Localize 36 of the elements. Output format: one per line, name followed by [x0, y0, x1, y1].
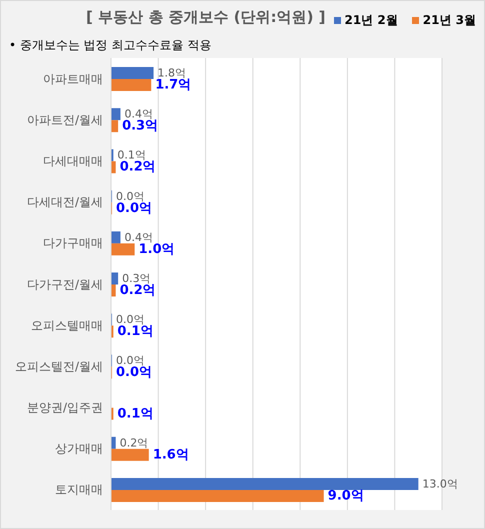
data-label: 13.0억: [422, 477, 458, 490]
legend-label: 21년 3월: [422, 12, 476, 29]
data-label: 0.1억: [117, 324, 154, 340]
y-tick-label: 다세대전/월세: [26, 195, 103, 210]
data-label: 0.3억: [122, 272, 151, 285]
legend-label: 21년 2월: [344, 12, 398, 29]
y-tick-label: 오피스텔매매: [31, 318, 103, 332]
data-label: 1.0억: [138, 242, 175, 257]
data-label: 0.3억: [122, 118, 158, 134]
data-label: 9.0억: [328, 488, 364, 504]
y-tick-label: 토지매매: [55, 482, 103, 497]
data-label: 0.0억: [116, 365, 152, 380]
y-tick-label: 다세대매매: [43, 154, 103, 168]
chart-title: [ 부동산 총 중개보수 (단위:억원) ]: [86, 8, 326, 27]
data-label: 1.7억: [155, 78, 192, 93]
data-label: 1.8억: [158, 66, 186, 80]
data-label: 0.0억: [116, 190, 144, 203]
data-label: 0.1억: [117, 148, 146, 162]
y-tick-label: 분양권/입주권: [26, 400, 103, 415]
data-label: 0.2억: [120, 436, 148, 450]
data-label: 0.4억: [124, 230, 153, 244]
data-label: 0.1억: [117, 406, 154, 422]
y-tick-label: 아파트매매: [43, 72, 103, 86]
data-label: 0.0억: [116, 313, 144, 326]
data-label: 0.4억: [124, 108, 153, 121]
data-label: 0.2억: [120, 282, 156, 298]
y-tick-label: 다가구전/월세: [26, 277, 103, 292]
y-tick-label: 아파트전/월세: [26, 112, 103, 127]
y-tick-label: 다가구매매: [43, 236, 103, 250]
data-label: 0.2억: [120, 160, 156, 175]
y-tick-label: 상가매매: [55, 442, 103, 456]
y-tick-label: 오피스텔전/월세: [14, 359, 103, 374]
data-label: 1.6억: [152, 447, 189, 462]
text: • 중개보수는 법정 최고수수료율 적용: [9, 37, 212, 54]
data-label: 0.0억: [116, 354, 144, 368]
data-label: 0.0억: [116, 200, 152, 216]
